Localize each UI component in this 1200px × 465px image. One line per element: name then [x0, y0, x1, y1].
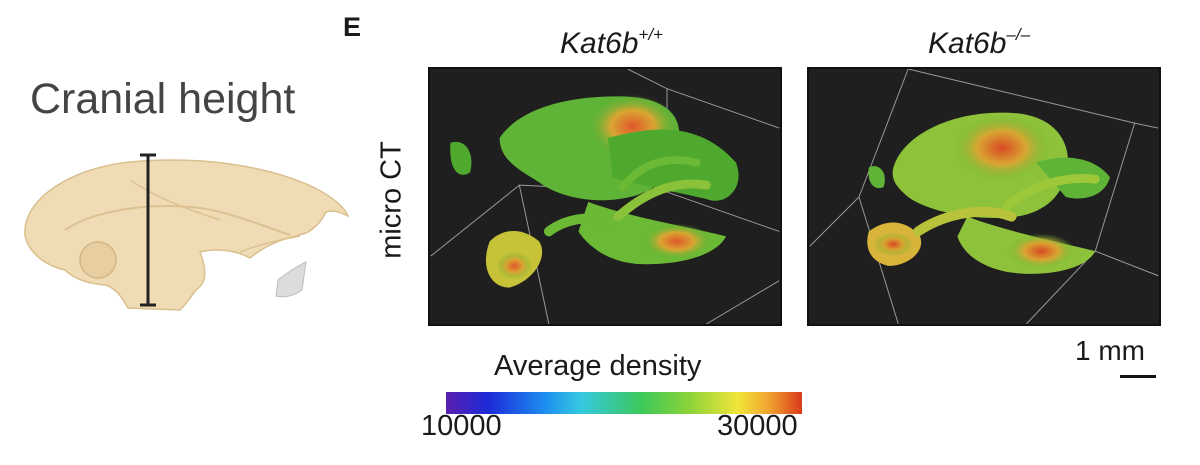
micro-ct-image-wildtype: [428, 67, 782, 326]
micro-ct-image-knockout: [807, 67, 1161, 326]
colorbar-max-label: 30000: [717, 410, 798, 442]
cranial-height-title: Cranial height: [30, 75, 296, 123]
colorbar-min-label: 10000: [421, 410, 502, 442]
cranial-height-measure-bar: [140, 153, 156, 307]
genotype-label-knockout: Kat6b–/–: [928, 25, 1031, 60]
skull-illustration: [24, 153, 350, 311]
density-colorbar: [446, 392, 802, 414]
scale-bar: [1120, 375, 1156, 378]
skull-shape: [24, 159, 350, 311]
genotype-label-wildtype: Kat6b+/+: [560, 25, 663, 60]
colorbar-title: Average density: [494, 350, 702, 382]
scale-bar-label: 1 mm: [1075, 335, 1145, 366]
panel-letter: E: [343, 12, 362, 42]
micro-ct-row-label: micro CT: [375, 141, 408, 259]
